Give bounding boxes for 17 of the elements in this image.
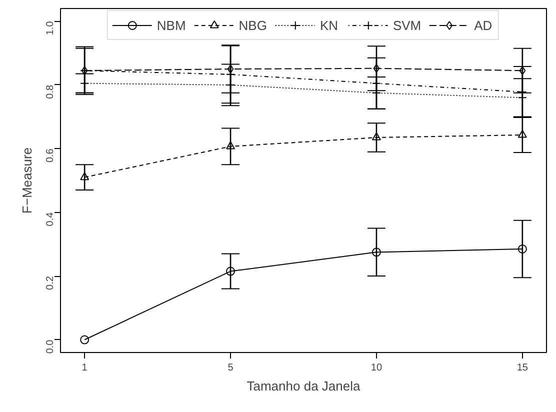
y-axis-title: F−Measure (20, 147, 34, 214)
y-tick-label: 1.0 (45, 20, 56, 36)
legend-label: AD (474, 18, 494, 32)
legend-label: SVM (392, 18, 422, 32)
y-tick-label: 0.4 (45, 212, 56, 226)
x-tick-label: 5 (228, 362, 234, 374)
legend-label: KN (320, 18, 339, 32)
y-tick-label: 0.8 (45, 84, 56, 99)
y-tick-label: 0.2 (45, 276, 56, 290)
x-tick-label: 15 (516, 362, 528, 374)
legend-label: NBG (238, 18, 267, 32)
y-tick-label: 0.0 (45, 339, 56, 354)
legend-label: NBM (156, 18, 186, 32)
x-tick-label: 1 (82, 362, 88, 374)
x-axis-title: Tamanho da Janela (246, 378, 362, 394)
x-tick-label: 10 (370, 362, 382, 374)
y-tick-label: 0.6 (45, 148, 56, 163)
